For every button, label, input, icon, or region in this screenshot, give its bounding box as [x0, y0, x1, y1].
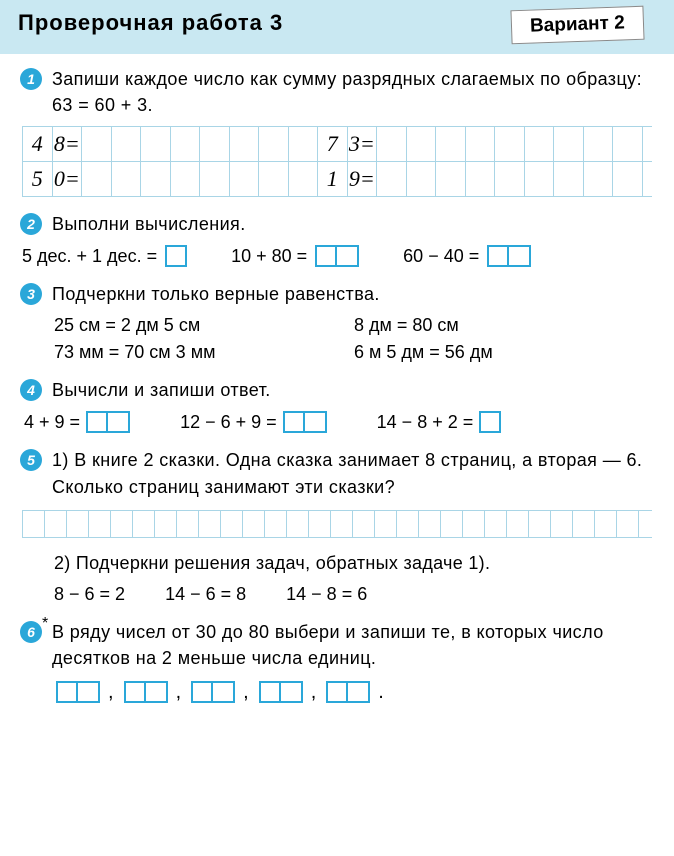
calc-2b: 10 + 80 = — [231, 245, 359, 267]
grid-row-1[interactable]: 4 8= 7 3= — [22, 126, 652, 162]
page-title: Проверочная работа 3 — [18, 10, 283, 35]
variant-badge: Вариант 2 — [511, 6, 645, 45]
answer-box[interactable] — [124, 681, 168, 703]
task-2-text: Выполни вычисления. — [52, 211, 654, 237]
grid-row-2[interactable]: 5 0= 1 9= — [22, 162, 652, 197]
task-2: 2 Выполни вычисления. 5 дес. + 1 дес. = … — [20, 211, 654, 267]
task-number-icon: 5 — [20, 449, 42, 471]
equation: 8 − 6 = 2 — [54, 584, 125, 605]
task-4: 4 Вычисли и запиши ответ. 4 + 9 = 12 − 6… — [20, 377, 654, 433]
task-6: 6 * В ряду чисел от 30 до 80 выбери и за… — [20, 619, 654, 704]
task-5: 5 1) В книге 2 сказки. Одна сказка заним… — [20, 447, 654, 604]
calc-label: 12 − 6 + 9 = — [180, 412, 277, 433]
hw-cell: 0= — [54, 166, 80, 192]
answer-box[interactable] — [191, 681, 235, 703]
calc-4a: 4 + 9 = — [24, 411, 130, 433]
task-1-text: Запиши каждое число как сумму разрядных … — [52, 66, 654, 118]
calc-label: 14 − 8 + 2 = — [377, 412, 474, 433]
task-4-text: Вычисли и запиши ответ. — [52, 377, 654, 403]
calc-label: 5 дес. + 1 дес. = — [22, 246, 157, 267]
answer-box[interactable] — [315, 245, 359, 267]
task-number-icon: 1 — [20, 68, 42, 90]
task-5-part2: 2) Подчеркни решения задач, обратных зад… — [54, 550, 654, 576]
calc-4b: 12 − 6 + 9 = — [180, 411, 327, 433]
hw-cell: 9= — [349, 166, 375, 192]
calc-label: 60 − 40 = — [403, 246, 479, 267]
task-number-icon: 6 — [20, 621, 42, 643]
task-3: 3 Подчеркни только верные равенства. 25 … — [20, 281, 654, 363]
calc-4c: 14 − 8 + 2 = — [377, 411, 502, 433]
calc-2a: 5 дес. + 1 дес. = — [22, 245, 187, 267]
hw-cell: 5 — [32, 166, 43, 192]
task-6-text: В ряду чисел от 30 до 80 выбери и запиши… — [52, 619, 654, 671]
answer-box[interactable] — [56, 681, 100, 703]
answer-box[interactable] — [165, 245, 187, 267]
task-number-icon: 4 — [20, 379, 42, 401]
answer-box[interactable] — [487, 245, 531, 267]
task-6-answers: , , , , . — [54, 681, 654, 704]
hw-cell: 8= — [54, 131, 80, 157]
answer-box[interactable] — [326, 681, 370, 703]
hw-cell: 1 — [327, 166, 338, 192]
hw-cell: 7 — [327, 131, 338, 157]
equation: 6 м 5 дм = 56 дм — [354, 342, 654, 363]
equation: 73 мм = 70 см 3 мм — [54, 342, 354, 363]
task-5-part1: 1) В книге 2 сказки. Одна сказка занимае… — [52, 447, 654, 499]
equation: 14 − 6 = 8 — [165, 584, 246, 605]
answer-grid[interactable] — [22, 510, 652, 538]
task-number-icon: 3 — [20, 283, 42, 305]
worksheet-content: 1 Запиши каждое число как сумму разрядны… — [0, 54, 674, 704]
equation: 14 − 8 = 6 — [286, 584, 367, 605]
task-1: 1 Запиши каждое число как сумму разрядны… — [20, 66, 654, 197]
hw-cell: 3= — [349, 131, 375, 157]
task-number-icon: 2 — [20, 213, 42, 235]
calc-2c: 60 − 40 = — [403, 245, 531, 267]
calc-label: 4 + 9 = — [24, 412, 80, 433]
answer-box[interactable] — [283, 411, 327, 433]
worksheet-header: Проверочная работа 3 Вариант 2 — [0, 0, 674, 54]
equation: 8 дм = 80 см — [354, 315, 654, 336]
calc-label: 10 + 80 = — [231, 246, 307, 267]
hw-cell: 4 — [32, 131, 43, 157]
answer-box[interactable] — [479, 411, 501, 433]
answer-box[interactable] — [86, 411, 130, 433]
answer-box[interactable] — [259, 681, 303, 703]
equation: 25 см = 2 дм 5 см — [54, 315, 354, 336]
task-3-text: Подчеркни только верные равенства. — [52, 281, 654, 307]
star-icon: * — [42, 615, 48, 633]
